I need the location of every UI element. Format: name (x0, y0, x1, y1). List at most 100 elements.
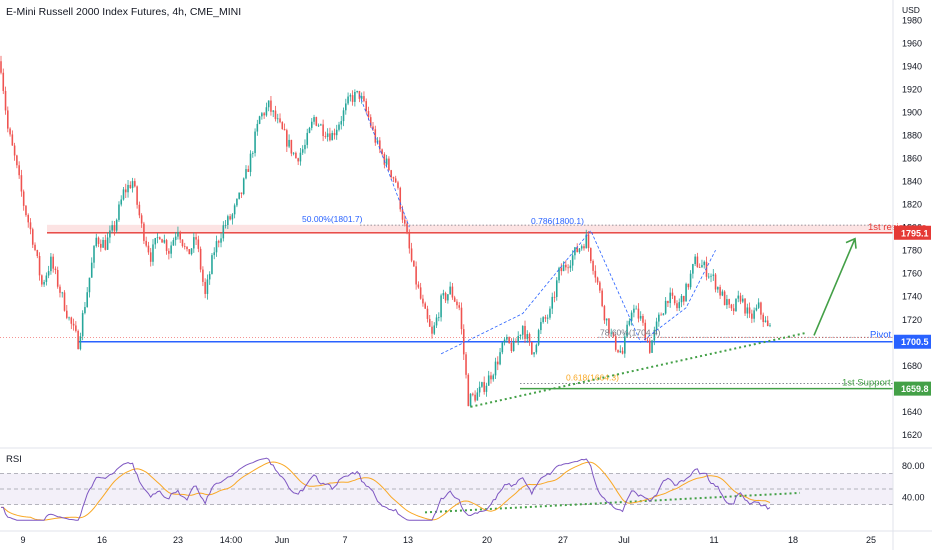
candle-body (617, 349, 619, 353)
candle-body (75, 325, 77, 331)
time-tick-label: 11 (709, 535, 718, 545)
candle-body (335, 129, 338, 136)
price-tick-label: 1780 (902, 246, 922, 256)
candle-body (447, 294, 449, 301)
candle-body (537, 330, 540, 345)
candle-body (165, 240, 168, 251)
candle-body (120, 199, 123, 205)
candle-body (308, 127, 311, 133)
candle-body (79, 336, 82, 350)
candle-body (136, 186, 138, 205)
candle-body (365, 101, 368, 112)
candle-body (628, 320, 631, 325)
candle-body (317, 125, 320, 127)
candle-body (755, 307, 758, 311)
price-tick-label: 1920 (902, 84, 922, 94)
candle-body (97, 237, 100, 244)
candle-body (760, 302, 762, 315)
candle-body (453, 297, 456, 302)
price-label-box (894, 334, 931, 349)
candle-body (306, 132, 309, 145)
candle-body (698, 267, 701, 268)
candle-body (510, 342, 513, 352)
candle-body (508, 337, 510, 343)
candle-body (140, 215, 143, 224)
rsi-tick-label: 40.00 (902, 492, 925, 502)
candle-body (220, 238, 222, 243)
candle-body (744, 298, 746, 314)
candle-body (478, 386, 481, 393)
candle-body (642, 316, 644, 323)
candle-body (519, 334, 522, 336)
candle-body (290, 139, 293, 154)
candle-body (585, 234, 588, 249)
candle-body (292, 152, 295, 154)
candle-body (349, 95, 352, 97)
candle-body (0, 61, 2, 73)
candle-body (388, 158, 390, 171)
candle-body (435, 317, 438, 326)
candle-body (558, 267, 560, 281)
candle-body (651, 340, 653, 353)
candle-body (410, 248, 413, 261)
candle-body (517, 335, 519, 343)
candle-body (485, 385, 488, 392)
candle-body (372, 126, 374, 130)
candle-body (188, 249, 191, 255)
candle-body (181, 239, 184, 247)
candle-body (374, 129, 377, 143)
candle-body (252, 153, 254, 154)
candle-body (462, 329, 465, 355)
candle-body (245, 169, 247, 179)
price-tick-label: 1740 (902, 292, 922, 302)
candle-body (637, 308, 640, 319)
candle-body (683, 295, 685, 302)
price-tick-label: 1940 (902, 61, 922, 71)
fib-annotation: 0.618(1664.3) (566, 372, 619, 382)
time-tick-label: 27 (558, 535, 568, 545)
candle-body (274, 110, 277, 120)
candle-body (413, 260, 415, 267)
candle-body (197, 239, 200, 249)
candle-body (90, 262, 93, 278)
candle-body (279, 118, 281, 123)
projection-arrow-shaft (813, 238, 856, 336)
candle-body (13, 145, 16, 156)
candle-body (399, 187, 402, 210)
candle-body (592, 260, 594, 271)
candle-body (147, 245, 150, 253)
candle-body (281, 122, 284, 130)
candle-body (310, 121, 313, 128)
candle-body (383, 154, 386, 165)
candle-body (295, 152, 297, 159)
fib-annotation: 0.786(1800.1) (531, 216, 584, 226)
time-tick-label: 20 (482, 535, 492, 545)
price-label-text: 1700.5 (901, 337, 929, 347)
candle-body (215, 241, 218, 253)
candle-body (669, 292, 671, 304)
candle-body (236, 198, 238, 206)
candle-body (170, 245, 172, 254)
candle-body (512, 341, 515, 352)
candle-body (326, 133, 329, 137)
candle-body (59, 286, 61, 293)
candle-body (737, 295, 740, 299)
support-trendline (470, 332, 806, 408)
candle-body (562, 264, 565, 272)
candle-body (340, 121, 343, 125)
candle-body (492, 375, 495, 380)
candle-body (540, 322, 542, 331)
price-tick-label: 1720 (902, 315, 922, 325)
time-tick-label: Jun (275, 535, 290, 545)
fib-annotation: 50.00%(1801.7) (302, 214, 363, 224)
price-label-text: 1659.8 (901, 384, 929, 394)
time-tick-label: 23 (173, 535, 183, 545)
rsi-line (1, 457, 771, 521)
candle-body (769, 325, 771, 327)
candle-body (576, 247, 578, 253)
price-tick-label: 1900 (902, 107, 922, 117)
candle-body (662, 313, 665, 316)
